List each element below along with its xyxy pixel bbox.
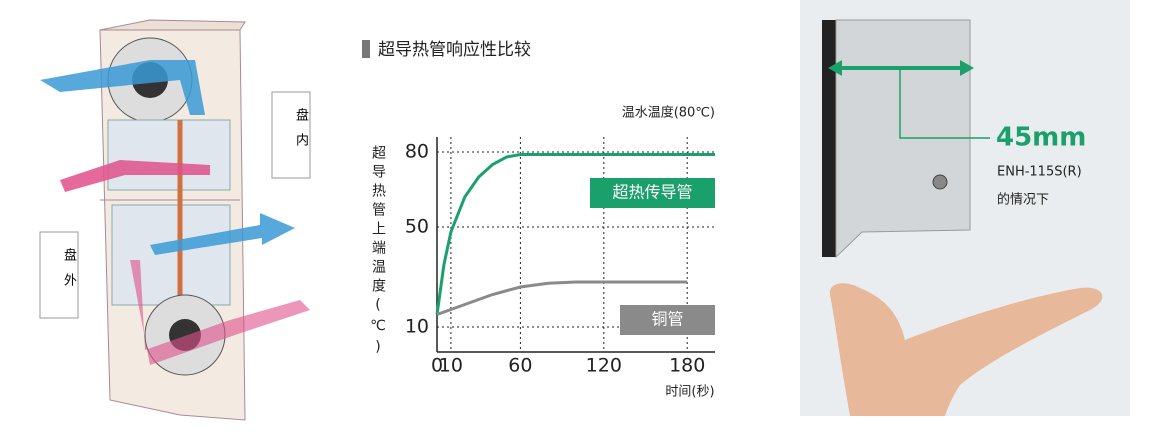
label-inside: 盘内: [293, 108, 308, 158]
series-line: [435, 153, 715, 315]
chart-title: 超导热管响应性比较: [378, 40, 531, 60]
arrow-pink-2: [130, 260, 310, 365]
x-axis-label: 时间(秒): [665, 385, 714, 400]
label-outside: 盘外: [61, 248, 76, 298]
y-tick-label: 10: [405, 316, 429, 338]
legend-box: [620, 305, 715, 335]
y-tick-label: 50: [405, 216, 429, 238]
title-marker: [362, 40, 370, 58]
label-box: [271, 91, 311, 179]
arrowhead: [960, 60, 974, 76]
cabinet-top: [99, 19, 246, 31]
x-tick-label: 180: [669, 355, 705, 377]
device-frame: [822, 20, 836, 257]
fins-top: [107, 119, 231, 306]
legend-label: 铜管: [651, 310, 683, 329]
chart-subtitle: 温水温度(80℃): [622, 105, 715, 121]
x-tick-label: 120: [586, 355, 622, 377]
arrow-blue-2: [150, 213, 295, 255]
y-axis-label: 超导热管上端温度(℃): [370, 145, 386, 360]
arrow-pink: [60, 160, 210, 192]
label-box: [39, 231, 79, 319]
legend-label: 超热传导管: [612, 183, 692, 202]
photo-caption: 的情况下: [997, 192, 1049, 208]
arrow-blue: [40, 60, 205, 115]
dimension-value: 45mm: [996, 123, 1086, 153]
illustration: [39, 19, 311, 421]
leader-line: [899, 68, 990, 139]
model-name: ENH-115S(R): [997, 165, 1082, 180]
series-line: [436, 280, 688, 316]
hand: [829, 283, 1103, 416]
device-screw: [932, 174, 948, 190]
y-tick-label: 80: [405, 141, 429, 163]
legend-box: [590, 178, 715, 208]
x-tick-label: 10: [439, 355, 463, 377]
x-tick-label: 0: [431, 355, 443, 377]
x-tick-label: 60: [508, 355, 532, 377]
photo: [800, 0, 1130, 416]
arrowhead: [828, 60, 842, 76]
